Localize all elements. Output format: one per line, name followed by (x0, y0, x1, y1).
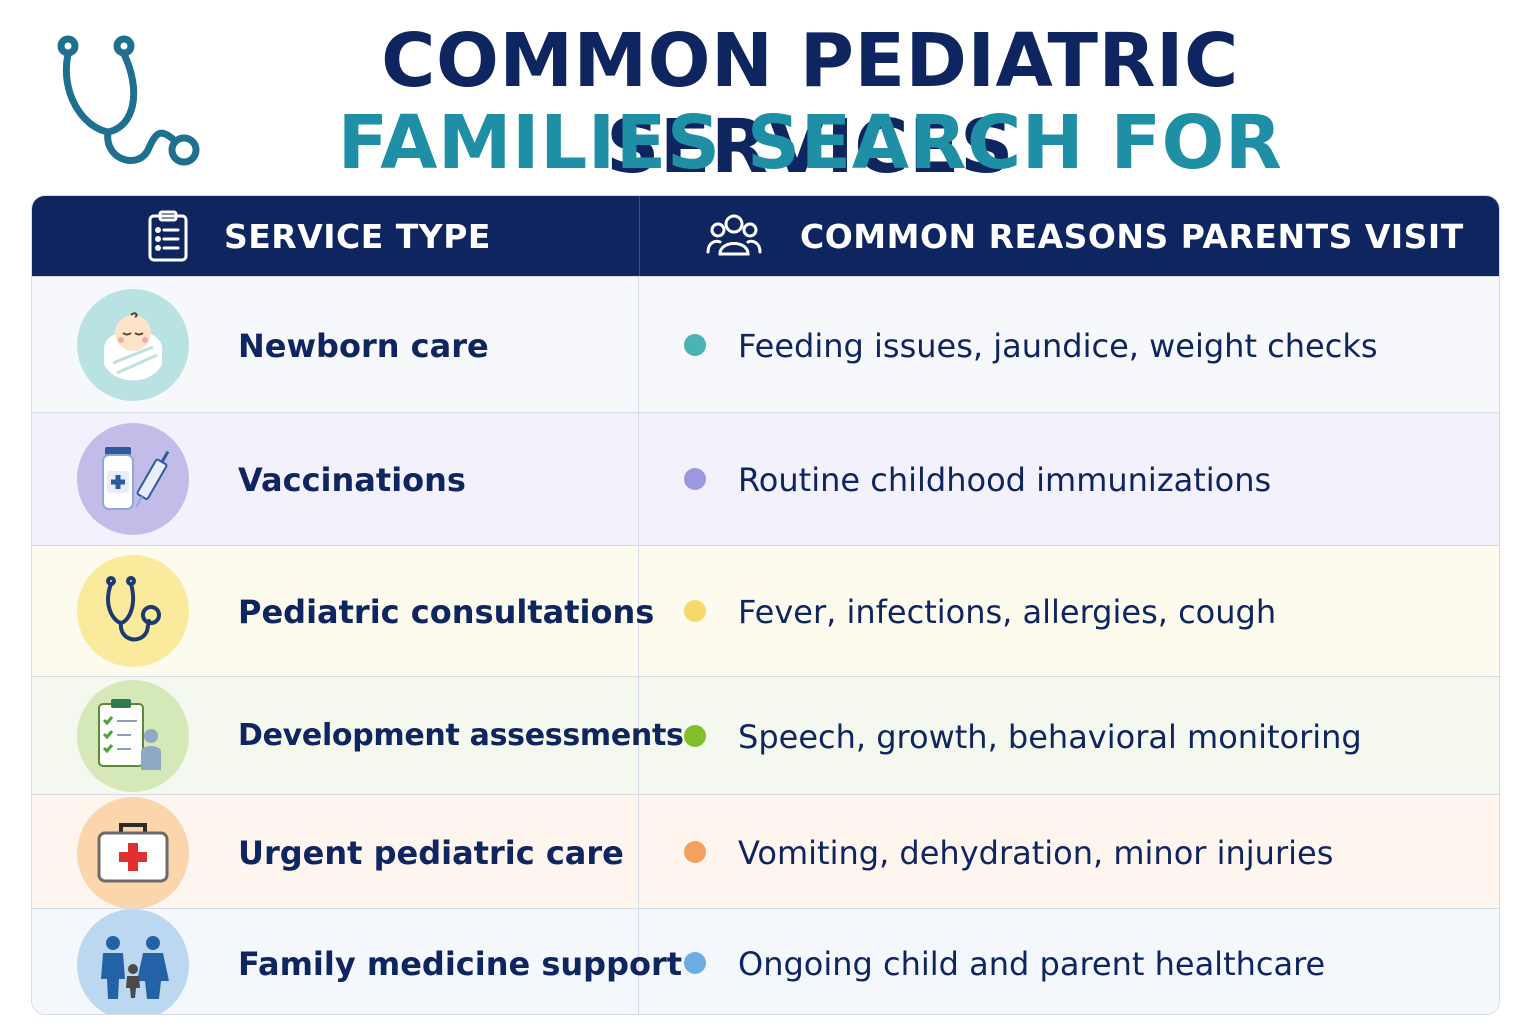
stethoscope-icon (106, 576, 161, 642)
family-icon (101, 936, 169, 999)
stethoscope-icon (57, 35, 200, 166)
title-line-2: FAMILIES SEARCH FOR (337, 100, 1283, 186)
reason-label: Vomiting, dehydration, minor injuries (738, 834, 1334, 872)
table-row: Pediatric consultations Fever, infection… (32, 545, 1499, 676)
bullet-dot (684, 334, 706, 356)
service-label: Pediatric consultations (238, 593, 655, 631)
newborn-care-badge (77, 289, 189, 401)
service-label: Urgent pediatric care (238, 834, 624, 872)
table-header: SERVICE TYPE COMMON REASONS PARENTS VISI… (32, 196, 1499, 276)
header-service-type-label: SERVICE TYPE (224, 216, 491, 256)
urgent-pediatric-care-badge (77, 797, 189, 909)
reason-label: Ongoing child and parent healthcare (738, 945, 1326, 983)
checklist-icon (98, 699, 161, 770)
service-label: Development assessments (238, 718, 684, 753)
service-label: Family medicine support (238, 945, 683, 983)
family-medicine-support-badge (77, 909, 189, 1014)
vaccine-icon (102, 447, 170, 510)
table-row: Urgent pediatric care Vomiting, dehydrat… (32, 794, 1499, 909)
bullet-dot (684, 725, 706, 747)
header-service-type: SERVICE TYPE (32, 196, 638, 276)
column-divider (638, 677, 639, 794)
header-common-reasons-label: COMMON REASONS PARENTS VISIT (800, 216, 1464, 256)
table-row: Newborn care Feeding issues, jaundice, w… (32, 276, 1499, 412)
bullet-dot (684, 841, 706, 863)
table-row: Development assessments Speech, growth, … (32, 676, 1499, 794)
column-divider (638, 909, 639, 1014)
reason-label: Fever, infections, allergies, cough (738, 593, 1277, 631)
service-label: Vaccinations (238, 461, 466, 499)
bullet-dot (684, 468, 706, 490)
title-line-1: COMMON PEDIATRIC SERVICES (381, 18, 1239, 190)
reason-label: Routine childhood immunizations (738, 461, 1272, 499)
development-assessments-badge (77, 680, 189, 792)
bullet-dot (684, 952, 706, 974)
column-divider (638, 546, 639, 676)
pediatric-consultations-badge (77, 555, 189, 667)
column-divider (638, 795, 639, 908)
reason-label: Speech, growth, behavioral monitoring (738, 718, 1362, 756)
header-common-reasons: COMMON REASONS PARENTS VISIT (639, 196, 1499, 276)
people-icon (706, 214, 762, 256)
clipboard-icon (148, 210, 188, 262)
service-label: Newborn care (238, 327, 489, 365)
reason-label: Feeding issues, jaundice, weight checks (738, 327, 1378, 365)
vaccinations-badge (77, 423, 189, 535)
table-row: Vaccinations Routine childhood immunizat… (32, 412, 1499, 545)
services-table: SERVICE TYPE COMMON REASONS PARENTS VISI… (31, 195, 1500, 1015)
bullet-dot (684, 600, 706, 622)
column-divider (638, 277, 639, 412)
first-aid-kit-icon (97, 823, 169, 883)
column-divider (638, 413, 639, 545)
table-row: Family medicine support Ongoing child an… (32, 908, 1499, 1014)
baby-icon (102, 312, 164, 383)
